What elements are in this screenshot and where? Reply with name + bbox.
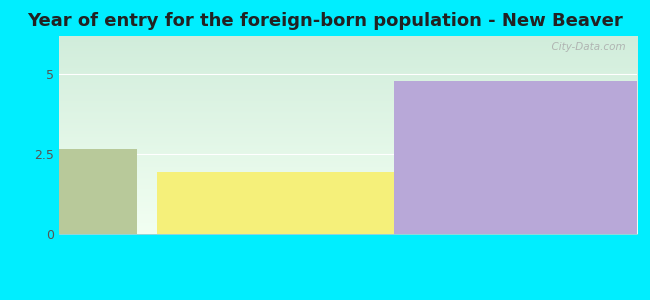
Text: Year of entry for the foreign-born population - New Beaver: Year of entry for the foreign-born popul… bbox=[27, 12, 623, 30]
Bar bbox=[419, 172, 650, 234]
Bar bbox=[394, 81, 637, 234]
Text: City-Data.com: City-Data.com bbox=[545, 42, 625, 52]
Legend:  bbox=[322, 284, 328, 291]
Bar bbox=[157, 172, 400, 234]
Bar bbox=[0, 149, 137, 234]
